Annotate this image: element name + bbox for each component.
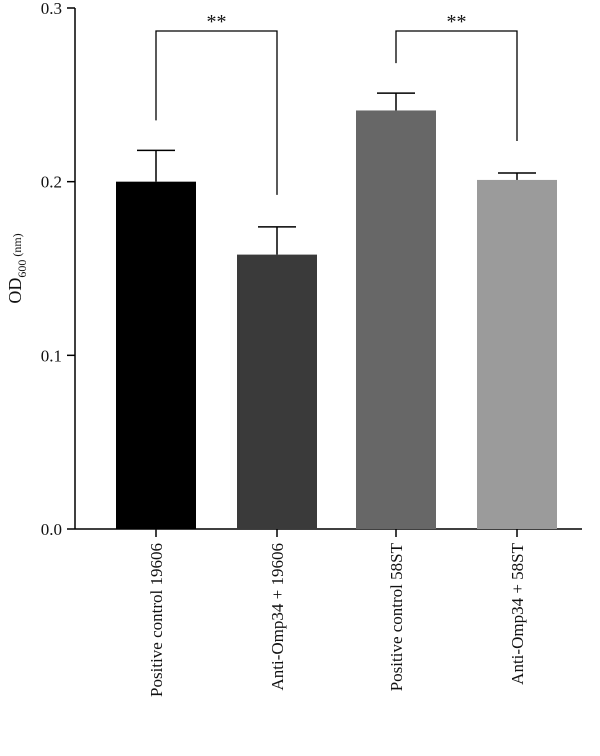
bar bbox=[477, 179, 557, 529]
significance-label: ** bbox=[207, 11, 227, 33]
y-tick-label: 0.0 bbox=[41, 520, 62, 539]
y-axis-label: OD600 (nm) bbox=[5, 233, 29, 303]
x-category-label: Anti-Omp34 + 58ST bbox=[508, 542, 527, 684]
significance-bracket bbox=[395, 30, 518, 141]
y-tick-label: 0.1 bbox=[41, 346, 62, 365]
y-axis-label-main: OD bbox=[5, 278, 25, 304]
significance-bracket bbox=[155, 30, 278, 195]
bar bbox=[356, 110, 436, 530]
x-category-label: Positive control 19606 bbox=[147, 543, 166, 697]
bar bbox=[237, 254, 317, 529]
x-category-label: Positive control 58ST bbox=[387, 542, 406, 691]
x-category-label: Anti-Omp34 + 19606 bbox=[268, 543, 287, 690]
y-axis-label-subscript: 600 bbox=[15, 260, 29, 278]
bar bbox=[116, 181, 196, 529]
y-tick-label: 0.3 bbox=[41, 0, 62, 18]
significance-label: ** bbox=[447, 11, 467, 33]
y-tick-label: 0.2 bbox=[41, 173, 62, 192]
labels-layer: 0.0 0.1 0.2 0.3 OD600 (nm) Positive control 1… bbox=[5, 0, 527, 697]
bars-layer bbox=[116, 30, 557, 530]
y-axis-label-unit: (nm) bbox=[10, 233, 24, 259]
